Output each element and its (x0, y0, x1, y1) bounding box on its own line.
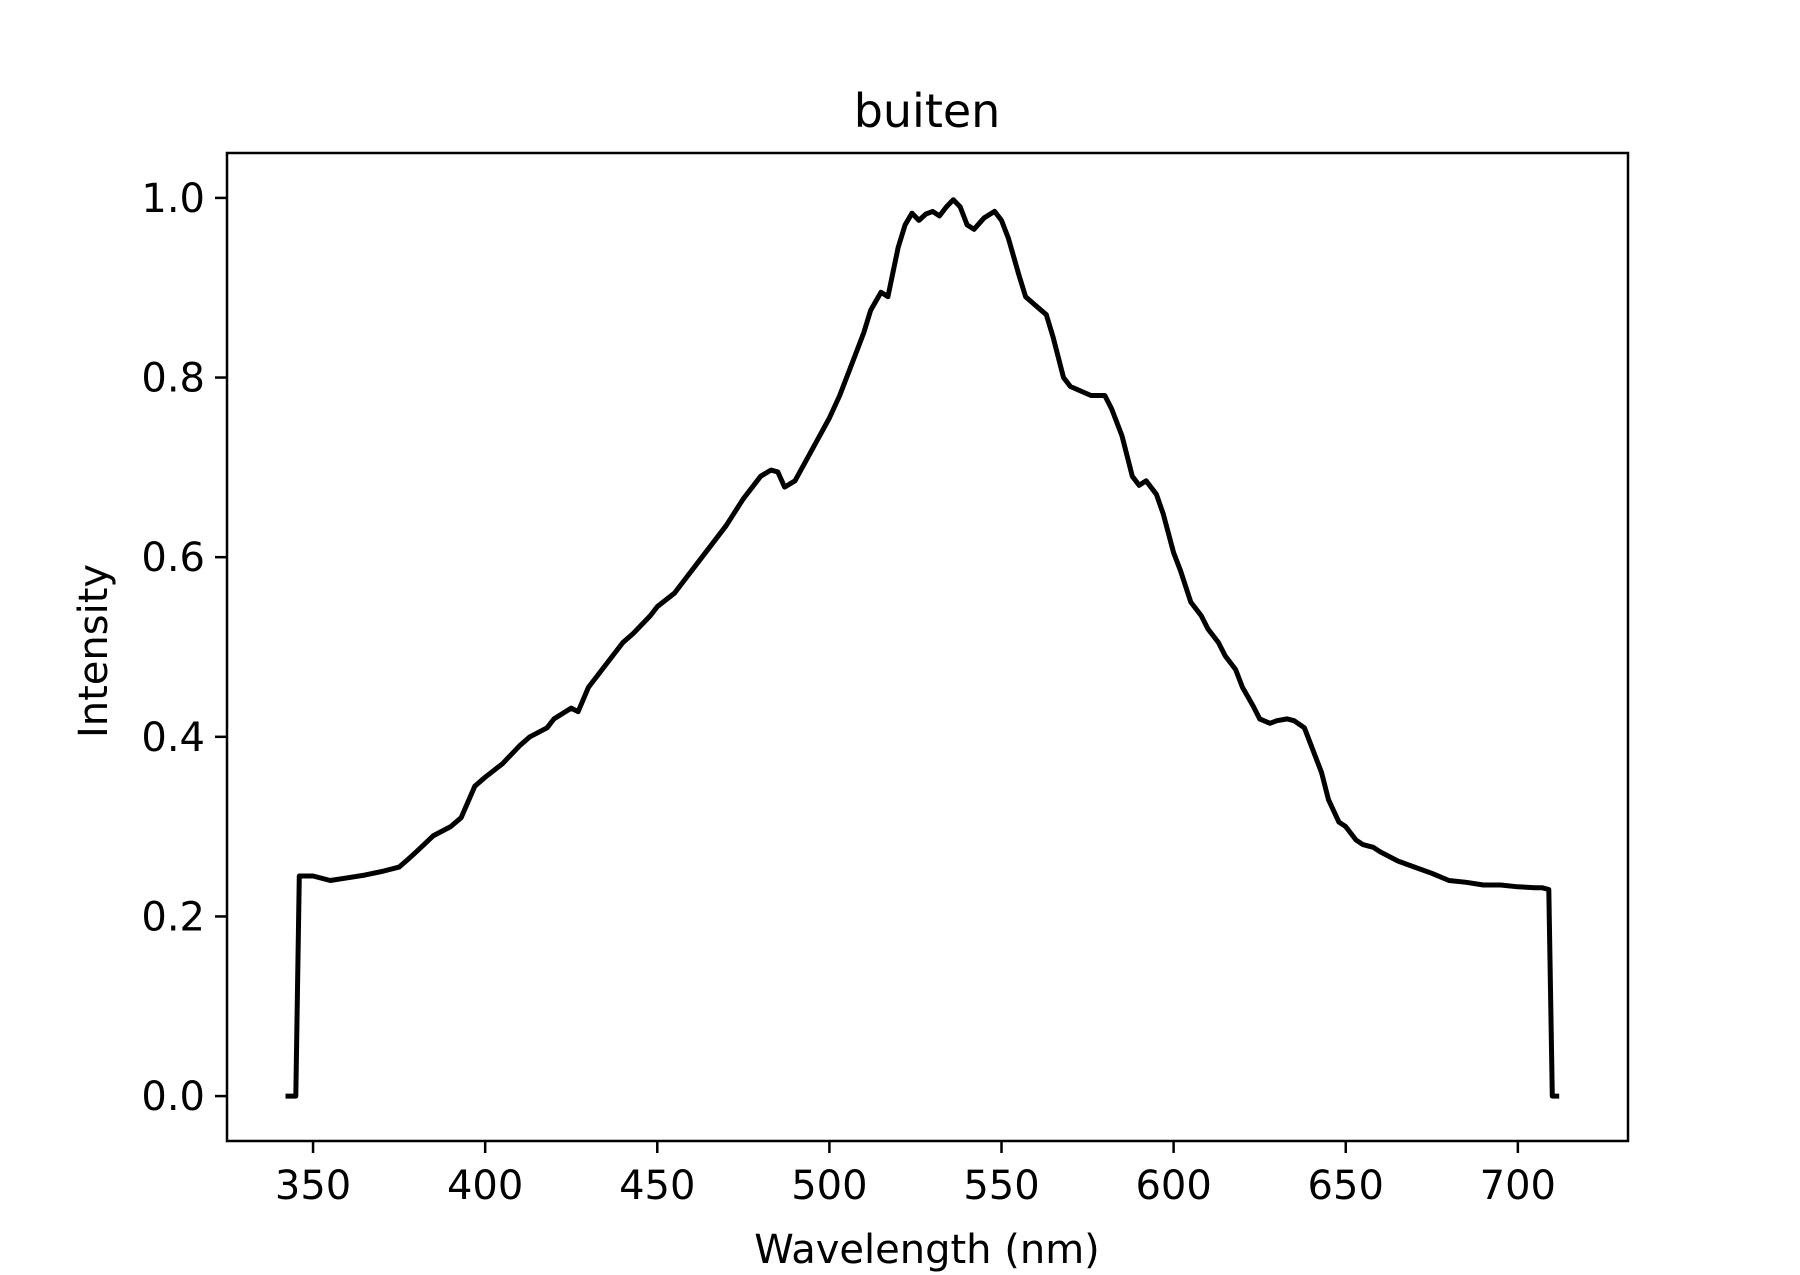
y-tick-label: 0.4 (141, 715, 205, 761)
x-tick-label: 400 (447, 1163, 523, 1209)
x-tick-label: 600 (1135, 1163, 1211, 1209)
intensity-line (285, 197, 1560, 1099)
x-tick-label: 500 (791, 1163, 867, 1209)
x-tick-label: 650 (1308, 1163, 1384, 1209)
y-tick-label: 0.2 (141, 894, 205, 940)
plot-frame (225, 151, 1630, 1143)
y-axis-title: Intensity (71, 564, 117, 738)
x-tick-label: 550 (963, 1163, 1039, 1209)
x-tick-label: 350 (275, 1163, 351, 1209)
y-axis: 0.0 0.2 0.4 0.6 0.8 1.0 (141, 176, 227, 1120)
x-axis-title: Wavelength (nm) (754, 1227, 1100, 1273)
chart-title: buiten (854, 84, 1001, 138)
y-tick-label: 1.0 (141, 176, 205, 222)
x-tick-label: 700 (1480, 1163, 1556, 1209)
x-axis: 350 400 450 500 550 600 650 700 (275, 1141, 1556, 1209)
y-tick-label: 0.0 (141, 1074, 205, 1120)
y-tick-label: 0.8 (141, 356, 205, 402)
y-tick-label: 0.6 (141, 535, 205, 581)
x-tick-label: 450 (619, 1163, 695, 1209)
